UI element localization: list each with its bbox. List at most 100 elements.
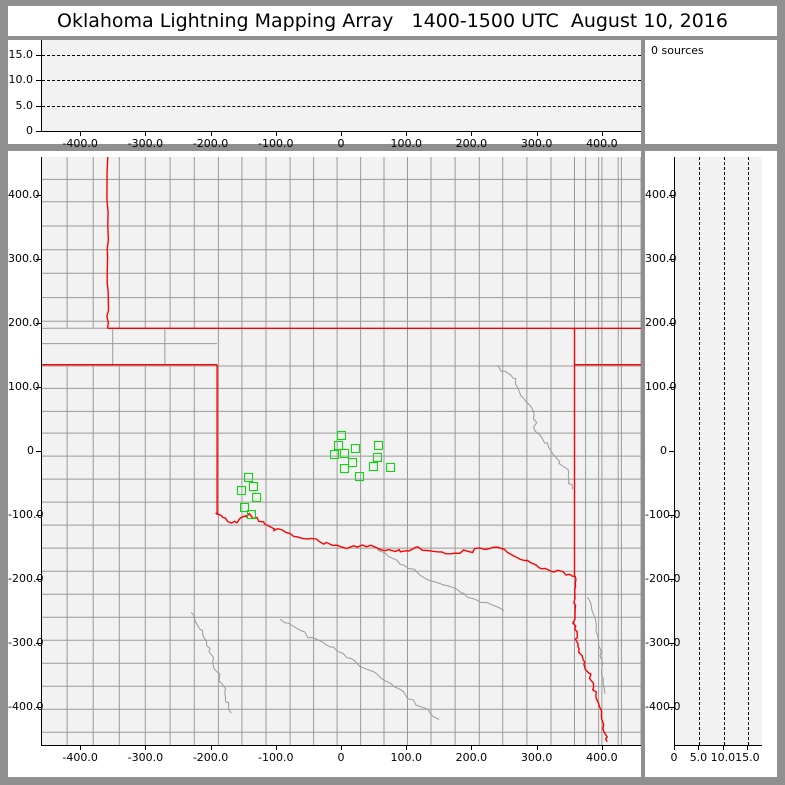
- y-tick-label: -300.0: [8, 635, 44, 649]
- y-tick: [36, 642, 41, 644]
- x-tick: [471, 745, 473, 750]
- title-bar: Oklahoma Lightning Mapping Array 1400-15…: [8, 6, 777, 36]
- x-tick-label: -200.0: [192, 751, 229, 764]
- y-tick: [669, 323, 674, 325]
- x-tick-label: -100.0: [258, 751, 294, 764]
- x-tick-label: -400.0: [62, 751, 98, 764]
- y-tick: [36, 131, 41, 132]
- y-tick: [669, 578, 674, 580]
- y-tick-label: 300.0: [8, 252, 40, 266]
- y-tick-label: 100.0: [8, 380, 40, 394]
- y-tick: [669, 195, 674, 197]
- x-tick-label: 300.0: [520, 751, 553, 764]
- gridline-vertical: [723, 157, 725, 745]
- lightning-source-marker: [329, 450, 339, 460]
- x-tick: [406, 745, 408, 750]
- lightning-source-marker: [354, 472, 364, 482]
- x-tick-label: -200.0: [192, 137, 229, 150]
- lightning-source-marker: [369, 461, 379, 471]
- y-tick: [669, 259, 674, 261]
- gridline-vertical: [748, 157, 750, 745]
- lightning-source-marker: [336, 431, 346, 441]
- y-tick: [36, 706, 41, 708]
- lightning-source-marker: [340, 449, 350, 459]
- lightning-source-marker: [239, 502, 249, 512]
- y-tick: [36, 105, 41, 107]
- y-tick: [669, 451, 674, 452]
- x-tick-label: -100.0: [258, 137, 294, 150]
- gridline-horizontal: [42, 80, 641, 82]
- x-tick: [601, 745, 603, 750]
- x-tick: [145, 131, 147, 136]
- lightning-source-marker: [333, 441, 343, 451]
- x-tick-label: 400.0: [586, 751, 618, 764]
- y-tick: [36, 578, 41, 580]
- x-tick-label: 200.0: [455, 137, 488, 150]
- x-tick-label: -400.0: [62, 137, 98, 150]
- y-tick: [36, 514, 41, 516]
- y-tick: [36, 80, 41, 82]
- x-tick: [210, 745, 212, 750]
- y-tick: [669, 706, 674, 708]
- plan-view-map-plot-area[interactable]: [41, 157, 641, 745]
- altitude-vs-east-west-plot-area: [41, 40, 641, 131]
- lightning-source-marker: [246, 510, 256, 520]
- state-borders: [41, 157, 641, 743]
- plan-view-map-panel: -400.0 -300.0 -200.0 -100.0 0 100.0 200.0 300.0…: [8, 151, 641, 777]
- y-tick: [36, 55, 41, 57]
- x-tick: [341, 131, 342, 136]
- x-tick-label: -300.0: [127, 751, 164, 764]
- y-tick-label: -400.0: [645, 699, 681, 713]
- x-tick: [80, 745, 82, 750]
- y-tick-label: 15.0: [8, 48, 34, 62]
- x-tick-label: 5.0: [689, 751, 708, 764]
- y-tick: [36, 387, 41, 389]
- y-tick-label: -300.0: [645, 635, 681, 649]
- lightning-source-marker: [374, 441, 384, 451]
- x-tick-label: 100.0: [390, 751, 422, 764]
- x-tick: [406, 131, 408, 136]
- lightning-source-marker: [237, 486, 247, 496]
- lightning-source-marker: [350, 443, 360, 453]
- x-tick: [471, 131, 473, 136]
- y-tick-label: 200.0: [8, 316, 40, 330]
- gridline-horizontal: [42, 55, 641, 57]
- x-tick-label: 200.0: [455, 751, 488, 764]
- x-tick-label: 100.0: [390, 137, 422, 150]
- source-count-label: 0 sources: [651, 44, 704, 57]
- x-tick-label: -300.0: [127, 137, 164, 150]
- lightning-source-marker: [340, 464, 350, 474]
- y-tick: [669, 642, 674, 644]
- y-tick-label: -400.0: [8, 699, 44, 713]
- x-tick: [722, 745, 724, 750]
- x-axis-line: [41, 745, 641, 746]
- altitude-vs-north-south-panel: -400.0 -300.0 -200.0 -100.0 0 100.0 200.0 300.0…: [645, 151, 777, 777]
- y-axis-line: [41, 157, 42, 745]
- altitude-vs-east-west-panel: 0 5.0 10.0 15.0 -400.0 -300.0 -200.0 -100.0 0 100…: [8, 40, 641, 150]
- lightning-source-marker: [386, 463, 396, 473]
- x-tick: [536, 745, 538, 750]
- x-tick: [275, 745, 277, 750]
- x-tick-label: 0: [670, 751, 678, 764]
- lightning-source-marker: [243, 473, 253, 483]
- y-tick-label: 300.0: [645, 252, 677, 266]
- x-tick: [698, 745, 700, 750]
- x-axis-line: [41, 131, 641, 132]
- x-tick-label: 400.0: [586, 137, 618, 150]
- river-lines: [190, 364, 606, 720]
- y-tick-label: 0: [26, 124, 33, 137]
- y-tick: [36, 259, 41, 261]
- y-tick-label: 400.0: [8, 188, 40, 202]
- x-tick: [275, 131, 277, 136]
- x-tick-label: 300.0: [520, 137, 553, 150]
- x-tick: [674, 745, 675, 750]
- y-tick-label: 200.0: [645, 316, 677, 330]
- lightning-source-marker: [251, 492, 261, 502]
- page-title: Oklahoma Lightning Mapping Array 1400-15…: [57, 10, 728, 32]
- map-geography: [41, 157, 641, 745]
- y-tick-label: -100.0: [645, 507, 681, 521]
- lightning-source-marker: [348, 458, 358, 467]
- altitude-vs-north-south-plot-area: [674, 157, 762, 745]
- y-tick-label: 0: [27, 444, 34, 457]
- x-tick: [210, 131, 212, 136]
